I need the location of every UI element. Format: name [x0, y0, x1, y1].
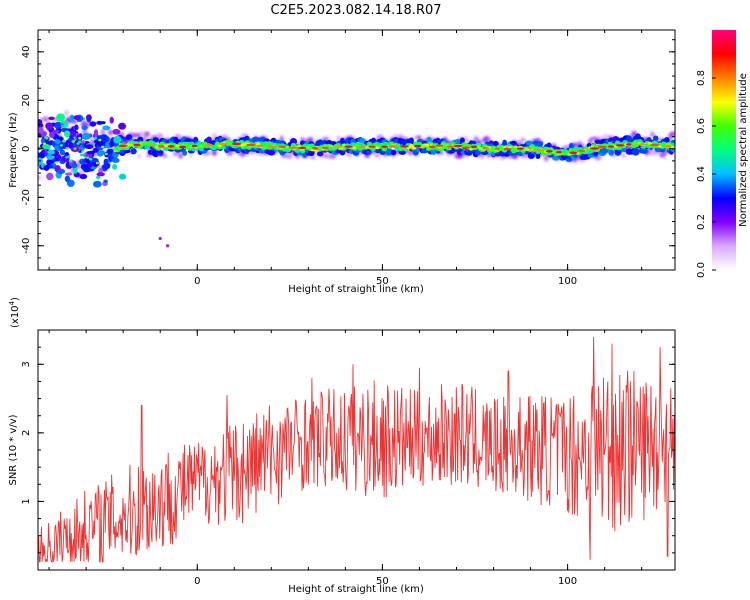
snr-panel: 0 50 100 1 2 3 Height of straight line (km) S… — [8, 297, 676, 595]
scatter-blob — [79, 173, 88, 180]
scatter-blob — [65, 172, 73, 176]
spectrogram-panel: 0 50 100 -40 -20 0 20 40 Height of straight lin… — [8, 29, 676, 295]
scatter-blob — [54, 139, 61, 144]
scatter-blob — [109, 116, 114, 124]
scatter-blob — [42, 143, 51, 150]
scatter-blob — [83, 167, 91, 173]
spectrogram-ylabel: Frequency (Hz) — [8, 112, 19, 188]
colorbar-tick-label: 0.6 — [696, 118, 707, 134]
x-tick-label: 50 — [376, 576, 389, 587]
y-tick-label: 20 — [21, 94, 32, 107]
scatter-blob — [109, 141, 115, 148]
scatter-blob — [95, 175, 101, 180]
colorbar-tick-label: 0.8 — [696, 70, 707, 86]
colorbar: 0.0 0.2 0.4 0.6 0.8 Normalized spectral ampl… — [696, 30, 749, 278]
scatter-blob — [118, 122, 126, 130]
figure-title: C2E5.2023.082.14.18.R07 — [270, 3, 441, 18]
scatter-blob — [43, 164, 50, 171]
scatter-blob — [56, 113, 65, 122]
scatter-blob — [69, 114, 75, 122]
spectrogram-xlabel: Height of straight line (km) — [288, 284, 424, 295]
scatter-blob — [54, 121, 61, 129]
scatter-blob — [118, 173, 127, 180]
scatter-blob — [86, 117, 91, 123]
scatter-blob — [80, 140, 86, 144]
y-tick-label: 3 — [21, 361, 32, 367]
scatter-blob — [93, 129, 99, 137]
scatter-blob — [96, 120, 104, 125]
scatter-blob — [96, 172, 105, 177]
scatter-blob — [69, 130, 77, 137]
colorbar-gradient — [712, 30, 736, 270]
scatter-blob — [89, 121, 97, 127]
scatter-blob — [92, 180, 102, 188]
y-tick-label: -20 — [21, 189, 32, 205]
scatter-blob — [113, 135, 122, 144]
scatter-blob — [45, 122, 54, 130]
scatter-blob — [47, 149, 55, 155]
y-tick-label: 1 — [21, 498, 32, 504]
scatter-blob — [84, 144, 94, 150]
snr-axes: 0 50 100 1 2 3 — [21, 329, 675, 587]
x-tick-label: 0 — [194, 276, 200, 287]
scatter-blob — [46, 172, 54, 181]
scatter-blob — [73, 115, 81, 121]
colorbar-tick-label: 0.2 — [696, 214, 707, 230]
scatter-blob — [86, 150, 95, 155]
snr-multiplier: (x104) — [8, 297, 21, 328]
spectrogram-axes: 0 50 100 -40 -20 0 20 40 — [21, 30, 675, 287]
snr-series-line — [38, 336, 675, 563]
colorbar-tick-label: 0.0 — [696, 262, 707, 278]
scatter-blob — [56, 168, 66, 174]
y-tick-label: 40 — [21, 45, 32, 58]
x-tick-label: 100 — [558, 276, 577, 287]
y-tick-label: -40 — [21, 238, 32, 254]
scatter-blob — [112, 163, 118, 170]
scatter-blob — [112, 128, 121, 135]
snr-ylabel: SNR (10 * v/v) — [8, 414, 19, 485]
scatter-blob — [47, 156, 55, 160]
scatter-blob — [101, 121, 106, 125]
scatter-blob — [86, 162, 93, 168]
x-tick-label: 100 — [558, 576, 577, 587]
colorbar-label: Normalized spectral amplitude — [738, 73, 749, 227]
y-tick-label: 2 — [21, 430, 32, 436]
scatter-blob — [74, 124, 79, 131]
scatter-blob — [81, 132, 91, 140]
snr-xlabel: Height of straight line (km) — [288, 584, 424, 595]
spectrogram-ridge — [38, 113, 675, 188]
scatter-blob — [102, 125, 111, 131]
scatter-blob — [64, 175, 71, 183]
scatter-blob — [72, 166, 78, 174]
outlier-point — [158, 236, 162, 241]
scatter-blob — [103, 162, 110, 170]
x-tick-label: 0 — [194, 576, 200, 587]
scatter-blob — [38, 127, 44, 134]
scatter-blob — [52, 129, 60, 134]
outlier-point — [166, 244, 170, 248]
y-tick-label: 0 — [21, 146, 32, 152]
scatter-blob — [49, 131, 55, 138]
colorbar-tick-label: 0.4 — [696, 166, 707, 182]
scatter-blob — [99, 134, 109, 143]
x-tick-label: 50 — [376, 276, 389, 287]
spectrogram-frame — [37, 29, 676, 271]
spectrogram-area — [38, 109, 675, 248]
scatter-blob — [71, 163, 77, 169]
colorbar-ticks: 0.0 0.2 0.4 0.6 0.8 — [696, 70, 716, 278]
scatter-blob — [103, 179, 108, 184]
scatter-blob — [48, 116, 55, 121]
